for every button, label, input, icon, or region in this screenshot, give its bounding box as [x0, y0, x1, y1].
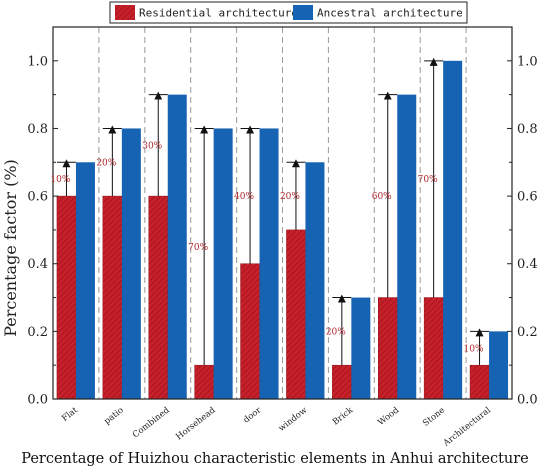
x-tick-label: Combined	[131, 405, 172, 440]
bar-ancestral	[305, 162, 325, 399]
bar-ancestral	[443, 60, 463, 400]
bar-ancestral	[397, 94, 417, 400]
y-axis-title: Percentage factor (%)	[1, 159, 20, 337]
bar-ancestral	[167, 94, 187, 400]
y-tick-label-right: 0.2	[517, 325, 538, 340]
bar-residential	[286, 229, 306, 400]
legend-swatch-residential	[115, 5, 135, 20]
bar-residential	[56, 195, 77, 400]
bar-residential	[148, 195, 168, 400]
bar-ancestral	[259, 128, 279, 400]
legend-swatch-ancestral	[293, 5, 313, 20]
y-tick-label-right: 0.6	[517, 190, 538, 205]
bar-residential	[469, 364, 490, 400]
bar-ancestral	[213, 128, 233, 400]
x-tick-label: door	[242, 405, 264, 426]
y-tick-label-left: 0.8	[27, 122, 48, 137]
x-tick-label: Flat	[60, 405, 80, 424]
bar-ancestral	[75, 162, 95, 399]
difference-label: 70%	[188, 243, 208, 253]
bar-residential	[102, 195, 123, 400]
legend-frame	[109, 1, 468, 24]
bar-ancestral	[351, 297, 371, 399]
legend-label-ancestral: Ancestral architecture	[317, 7, 463, 20]
difference-label: 70%	[418, 175, 438, 185]
legend-label-residential: Residential architecture	[139, 7, 298, 20]
bar-ancestral	[121, 128, 141, 400]
y-tick-label-left: 0.0	[27, 393, 48, 408]
difference-label: 60%	[372, 192, 392, 202]
x-tick-label: window	[277, 405, 310, 434]
y-tick-label-right: 1.0	[517, 54, 538, 69]
difference-label: 30%	[142, 141, 162, 151]
bar-residential	[240, 263, 260, 400]
difference-label: 10%	[464, 344, 484, 354]
x-tick-label: Brick	[331, 405, 356, 428]
x-tick-label: Wood	[376, 405, 401, 428]
bar-residential	[423, 297, 444, 400]
legend: Residential architecture Ancestral archi…	[109, 1, 468, 24]
difference-label: 20%	[326, 327, 346, 337]
difference-label: 20%	[280, 192, 300, 202]
difference-label: 20%	[96, 158, 116, 168]
bar-ancestral	[489, 331, 509, 399]
y-tick-label-right: 0.4	[517, 257, 538, 272]
figure-caption: Percentage of Huizhou characteristic ele…	[21, 451, 529, 467]
difference-label: 40%	[234, 192, 254, 202]
x-tick-label: Stone	[421, 405, 447, 428]
y-tick-label-left: 1.0	[27, 54, 48, 69]
bar-residential	[332, 364, 352, 400]
y-tick-label-left: 0.6	[27, 190, 48, 205]
x-tick-label: Architectural	[441, 405, 493, 449]
plot-frame	[52, 26, 513, 400]
x-tick-label: Horsehead	[174, 405, 218, 442]
y-tick-label-right: 0.8	[517, 122, 538, 137]
difference-label: 10%	[50, 175, 70, 185]
bar-residential	[378, 297, 398, 400]
y-tick-label-left: 0.2	[27, 325, 48, 340]
bar-residential	[194, 364, 214, 400]
x-tick-label: patio	[102, 405, 125, 426]
y-tick-label-right: 0.0	[517, 393, 538, 408]
y-tick-label-left: 0.4	[27, 257, 48, 272]
